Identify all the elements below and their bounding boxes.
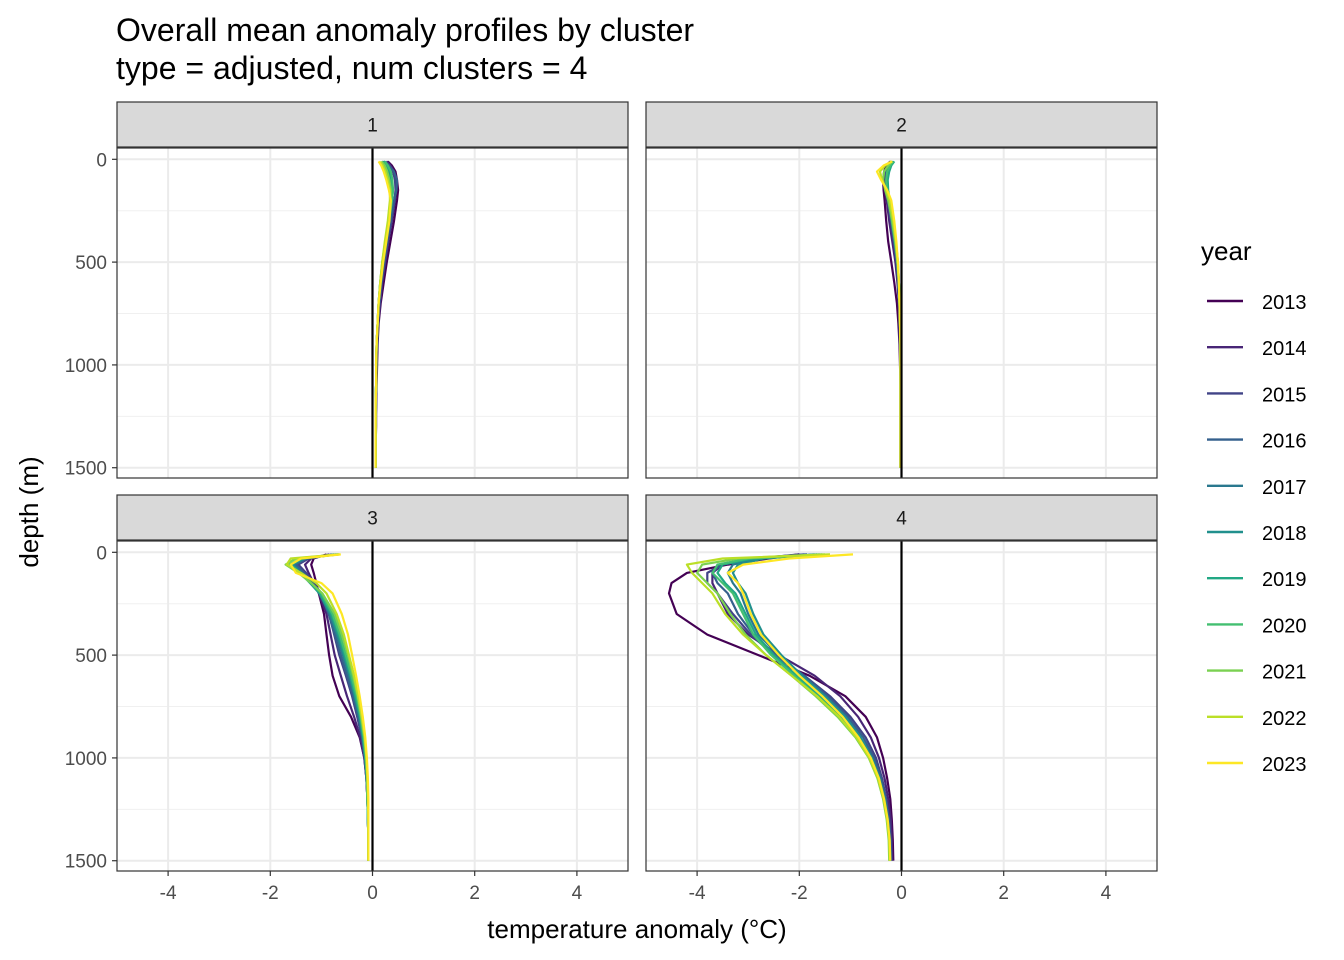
legend-item-2023: 2023 [1207,754,1307,776]
legend-item-2022: 2022 [1207,708,1307,730]
legend-label: 2020 [1262,615,1307,637]
y-tick-label: 500 [75,646,107,667]
series-line-2023 [374,160,392,468]
y-tick-label: 1000 [65,356,107,377]
panels-layer: 1 0 500 1000 1500 2 3 0 500 1000 1500 -4 -2 0 2 4 4 -4 -2 0… [65,101,1158,904]
facet-strip-label: 4 [896,509,907,530]
legend-label: 2023 [1262,754,1307,776]
x-tick-label: -4 [160,883,177,904]
legend-label: 2018 [1262,523,1307,545]
x-tick-label: -2 [262,883,279,904]
legend-label: 2017 [1262,477,1307,499]
x-tick-label: -4 [689,883,706,904]
panel-3: 3 0 500 1000 1500 -4 -2 0 2 4 [65,494,629,904]
x-axis-title: temperature anomaly (°C) [487,914,786,944]
series-line-2023 [726,553,892,861]
chart-title: Overall mean anomaly profiles by cluster [116,12,694,48]
legend-item-2013: 2013 [1207,292,1307,314]
y-tick-label: 1000 [65,749,107,770]
legend-label: 2014 [1262,338,1307,360]
y-tick-label: 0 [96,543,107,564]
legend-item-2014: 2014 [1207,338,1307,360]
facet-strip [645,101,1158,148]
x-tick-label: 0 [367,883,378,904]
x-tick-label: 2 [998,883,1009,904]
facet-strip-label: 1 [367,116,378,137]
series-line-2023 [289,553,370,861]
x-tick-label: 4 [572,883,583,904]
x-tick-label: -2 [791,883,808,904]
legend-label: 2019 [1262,569,1307,591]
panel-1: 1 0 500 1000 1500 [65,101,629,480]
facet-strip-label: 2 [896,116,907,137]
legend-item-2015: 2015 [1207,384,1307,406]
legend-item-2020: 2020 [1207,615,1307,637]
x-tick-label: 2 [469,883,480,904]
chart-subtitle: type = adjusted, num clusters = 4 [116,50,587,86]
legend-label: 2016 [1262,431,1307,453]
legend-label: 2021 [1262,662,1307,684]
facet-strip [645,494,1158,541]
panel-border [645,147,1158,479]
legend-label: 2013 [1262,292,1307,314]
facet-strip [116,101,629,148]
legend-title: year [1201,236,1252,266]
series-line-2013 [667,553,895,861]
panel-border [116,147,629,479]
legend-item-2016: 2016 [1207,431,1307,453]
legend: year 2013 2014 2015 2016 2017 2018 2019 2020 202… [1201,236,1307,776]
legend-item-2018: 2018 [1207,523,1307,545]
facet-strip-label: 3 [367,509,378,530]
legend-item-2019: 2019 [1207,569,1307,591]
x-tick-label: 4 [1101,883,1112,904]
y-tick-label: 0 [96,150,107,171]
y-tick-label: 1500 [65,852,107,873]
x-tick-label: 0 [896,883,907,904]
y-tick-label: 1500 [65,459,107,480]
legend-label: 2022 [1262,708,1307,730]
legend-item-2017: 2017 [1207,477,1307,499]
panel-4: 4 -4 -2 0 2 4 [645,494,1158,904]
legend-item-2021: 2021 [1207,662,1307,684]
panel-2: 2 [645,101,1158,479]
legend-label: 2015 [1262,384,1307,406]
y-tick-label: 500 [75,253,107,274]
facet-strip [116,494,629,541]
y-axis-title: depth (m) [14,456,44,567]
